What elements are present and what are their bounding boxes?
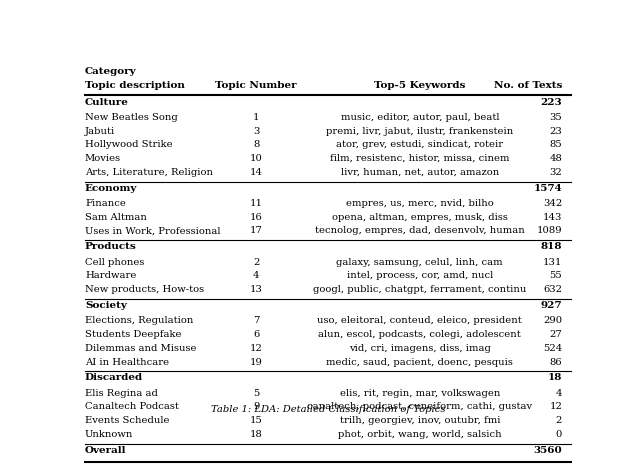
Text: 1089: 1089	[536, 227, 562, 235]
Text: 223: 223	[541, 98, 562, 107]
Text: 290: 290	[543, 316, 562, 325]
Text: Unknown: Unknown	[85, 430, 133, 439]
Text: Topic Number: Topic Number	[215, 81, 297, 90]
Text: 18: 18	[250, 430, 262, 439]
Text: premi, livr, jabut, ilustr, frankenstein: premi, livr, jabut, ilustr, frankenstein	[326, 126, 513, 136]
Text: 10: 10	[250, 154, 262, 163]
Text: 8: 8	[253, 141, 259, 149]
Text: medic, saud, pacient, doenc, pesquis: medic, saud, pacient, doenc, pesquis	[326, 358, 513, 367]
Text: 55: 55	[549, 271, 562, 281]
Text: 12: 12	[250, 344, 262, 353]
Text: 1574: 1574	[533, 184, 562, 193]
Text: Products: Products	[85, 243, 137, 251]
Text: uso, eleitoral, conteud, eleico, president: uso, eleitoral, conteud, eleico, preside…	[317, 316, 522, 325]
Text: music, editor, autor, paul, beatl: music, editor, autor, paul, beatl	[340, 113, 499, 122]
Text: Finance: Finance	[85, 199, 126, 208]
Text: New Beatles Song: New Beatles Song	[85, 113, 178, 122]
Text: 32: 32	[549, 168, 562, 177]
Text: 1: 1	[253, 113, 259, 122]
Text: ator, grev, estudi, sindicat, roteir: ator, grev, estudi, sindicat, roteir	[336, 141, 503, 149]
Text: 143: 143	[543, 213, 562, 222]
Text: Canaltech Podcast: Canaltech Podcast	[85, 402, 179, 411]
Text: 131: 131	[543, 258, 562, 266]
Text: 85: 85	[549, 141, 562, 149]
Text: Uses in Work, Professional: Uses in Work, Professional	[85, 227, 220, 235]
Text: 23: 23	[549, 126, 562, 136]
Text: AI in Healthcare: AI in Healthcare	[85, 358, 169, 367]
Text: 14: 14	[250, 168, 262, 177]
Text: 4: 4	[253, 271, 259, 281]
Text: intel, process, cor, amd, nucl: intel, process, cor, amd, nucl	[347, 271, 493, 281]
Text: 19: 19	[250, 358, 262, 367]
Text: 48: 48	[549, 154, 562, 163]
Text: 2: 2	[556, 416, 562, 425]
Text: 524: 524	[543, 344, 562, 353]
Text: 18: 18	[548, 374, 562, 383]
Text: No. of Texts: No. of Texts	[493, 81, 562, 90]
Text: empres, us, merc, nvid, bilho: empres, us, merc, nvid, bilho	[346, 199, 493, 208]
Text: New products, How-tos: New products, How-tos	[85, 285, 204, 294]
Text: 5: 5	[253, 389, 259, 398]
Text: elis, rit, regin, mar, volkswagen: elis, rit, regin, mar, volkswagen	[340, 389, 500, 398]
Text: Topic description: Topic description	[85, 81, 185, 90]
Text: Elis Regina ad: Elis Regina ad	[85, 389, 158, 398]
Text: 818: 818	[541, 243, 562, 251]
Text: opena, altman, empres, musk, diss: opena, altman, empres, musk, diss	[332, 213, 508, 222]
Text: Movies: Movies	[85, 154, 121, 163]
Text: 3: 3	[253, 126, 259, 136]
Text: 2: 2	[253, 258, 259, 266]
Text: Economy: Economy	[85, 184, 138, 193]
Text: Arts, Literature, Religion: Arts, Literature, Religion	[85, 168, 213, 177]
Text: Students Deepfake: Students Deepfake	[85, 330, 182, 339]
Text: Society: Society	[85, 301, 127, 310]
Text: Table 1: LDA: Detailed Classification of Topics: Table 1: LDA: Detailed Classification of…	[211, 405, 445, 414]
Text: Culture: Culture	[85, 98, 129, 107]
Text: 9: 9	[253, 402, 259, 411]
Text: galaxy, samsung, celul, linh, cam: galaxy, samsung, celul, linh, cam	[337, 258, 503, 266]
Text: Cell phones: Cell phones	[85, 258, 145, 266]
Text: vid, cri, imagens, diss, imag: vid, cri, imagens, diss, imag	[349, 344, 491, 353]
Text: 27: 27	[549, 330, 562, 339]
Text: Top-5 Keywords: Top-5 Keywords	[374, 81, 465, 90]
Text: 3560: 3560	[533, 446, 562, 455]
Text: 12: 12	[549, 402, 562, 411]
Text: Elections, Regulation: Elections, Regulation	[85, 316, 193, 325]
Text: Dilemmas and Misuse: Dilemmas and Misuse	[85, 344, 196, 353]
Text: livr, human, net, autor, amazon: livr, human, net, autor, amazon	[340, 168, 499, 177]
Text: Overall: Overall	[85, 446, 127, 455]
Text: film, resistenc, histor, missa, cinem: film, resistenc, histor, missa, cinem	[330, 154, 509, 163]
Text: 927: 927	[541, 301, 562, 310]
Text: 86: 86	[550, 358, 562, 367]
Text: 0: 0	[556, 430, 562, 439]
Text: 13: 13	[250, 285, 262, 294]
Text: Hollywood Strike: Hollywood Strike	[85, 141, 173, 149]
Text: 4: 4	[556, 389, 562, 398]
Text: googl, public, chatgpt, ferrament, continu: googl, public, chatgpt, ferrament, conti…	[313, 285, 527, 294]
Text: Category: Category	[85, 67, 136, 76]
Text: Hardware: Hardware	[85, 271, 136, 281]
Text: 6: 6	[253, 330, 259, 339]
Text: 342: 342	[543, 199, 562, 208]
Text: tecnolog, empres, dad, desenvolv, human: tecnolog, empres, dad, desenvolv, human	[315, 227, 525, 235]
Text: 632: 632	[543, 285, 562, 294]
Text: 17: 17	[250, 227, 262, 235]
Text: 35: 35	[549, 113, 562, 122]
Text: trilh, georgiev, inov, outubr, fmi: trilh, georgiev, inov, outubr, fmi	[339, 416, 500, 425]
Text: 7: 7	[253, 316, 259, 325]
Text: Sam Altman: Sam Altman	[85, 213, 147, 222]
Text: canaltech, podcast, cuneiform, cathi, gustav: canaltech, podcast, cuneiform, cathi, gu…	[307, 402, 532, 411]
Text: alun, escol, podcasts, colegi, adolescent: alun, escol, podcasts, colegi, adolescen…	[318, 330, 521, 339]
Text: 11: 11	[250, 199, 262, 208]
Text: 15: 15	[250, 416, 262, 425]
Text: phot, orbit, wang, world, salsich: phot, orbit, wang, world, salsich	[338, 430, 502, 439]
Text: 16: 16	[250, 213, 262, 222]
Text: Jabuti: Jabuti	[85, 126, 115, 136]
Text: Discarded: Discarded	[85, 374, 143, 383]
Text: Events Schedule: Events Schedule	[85, 416, 170, 425]
